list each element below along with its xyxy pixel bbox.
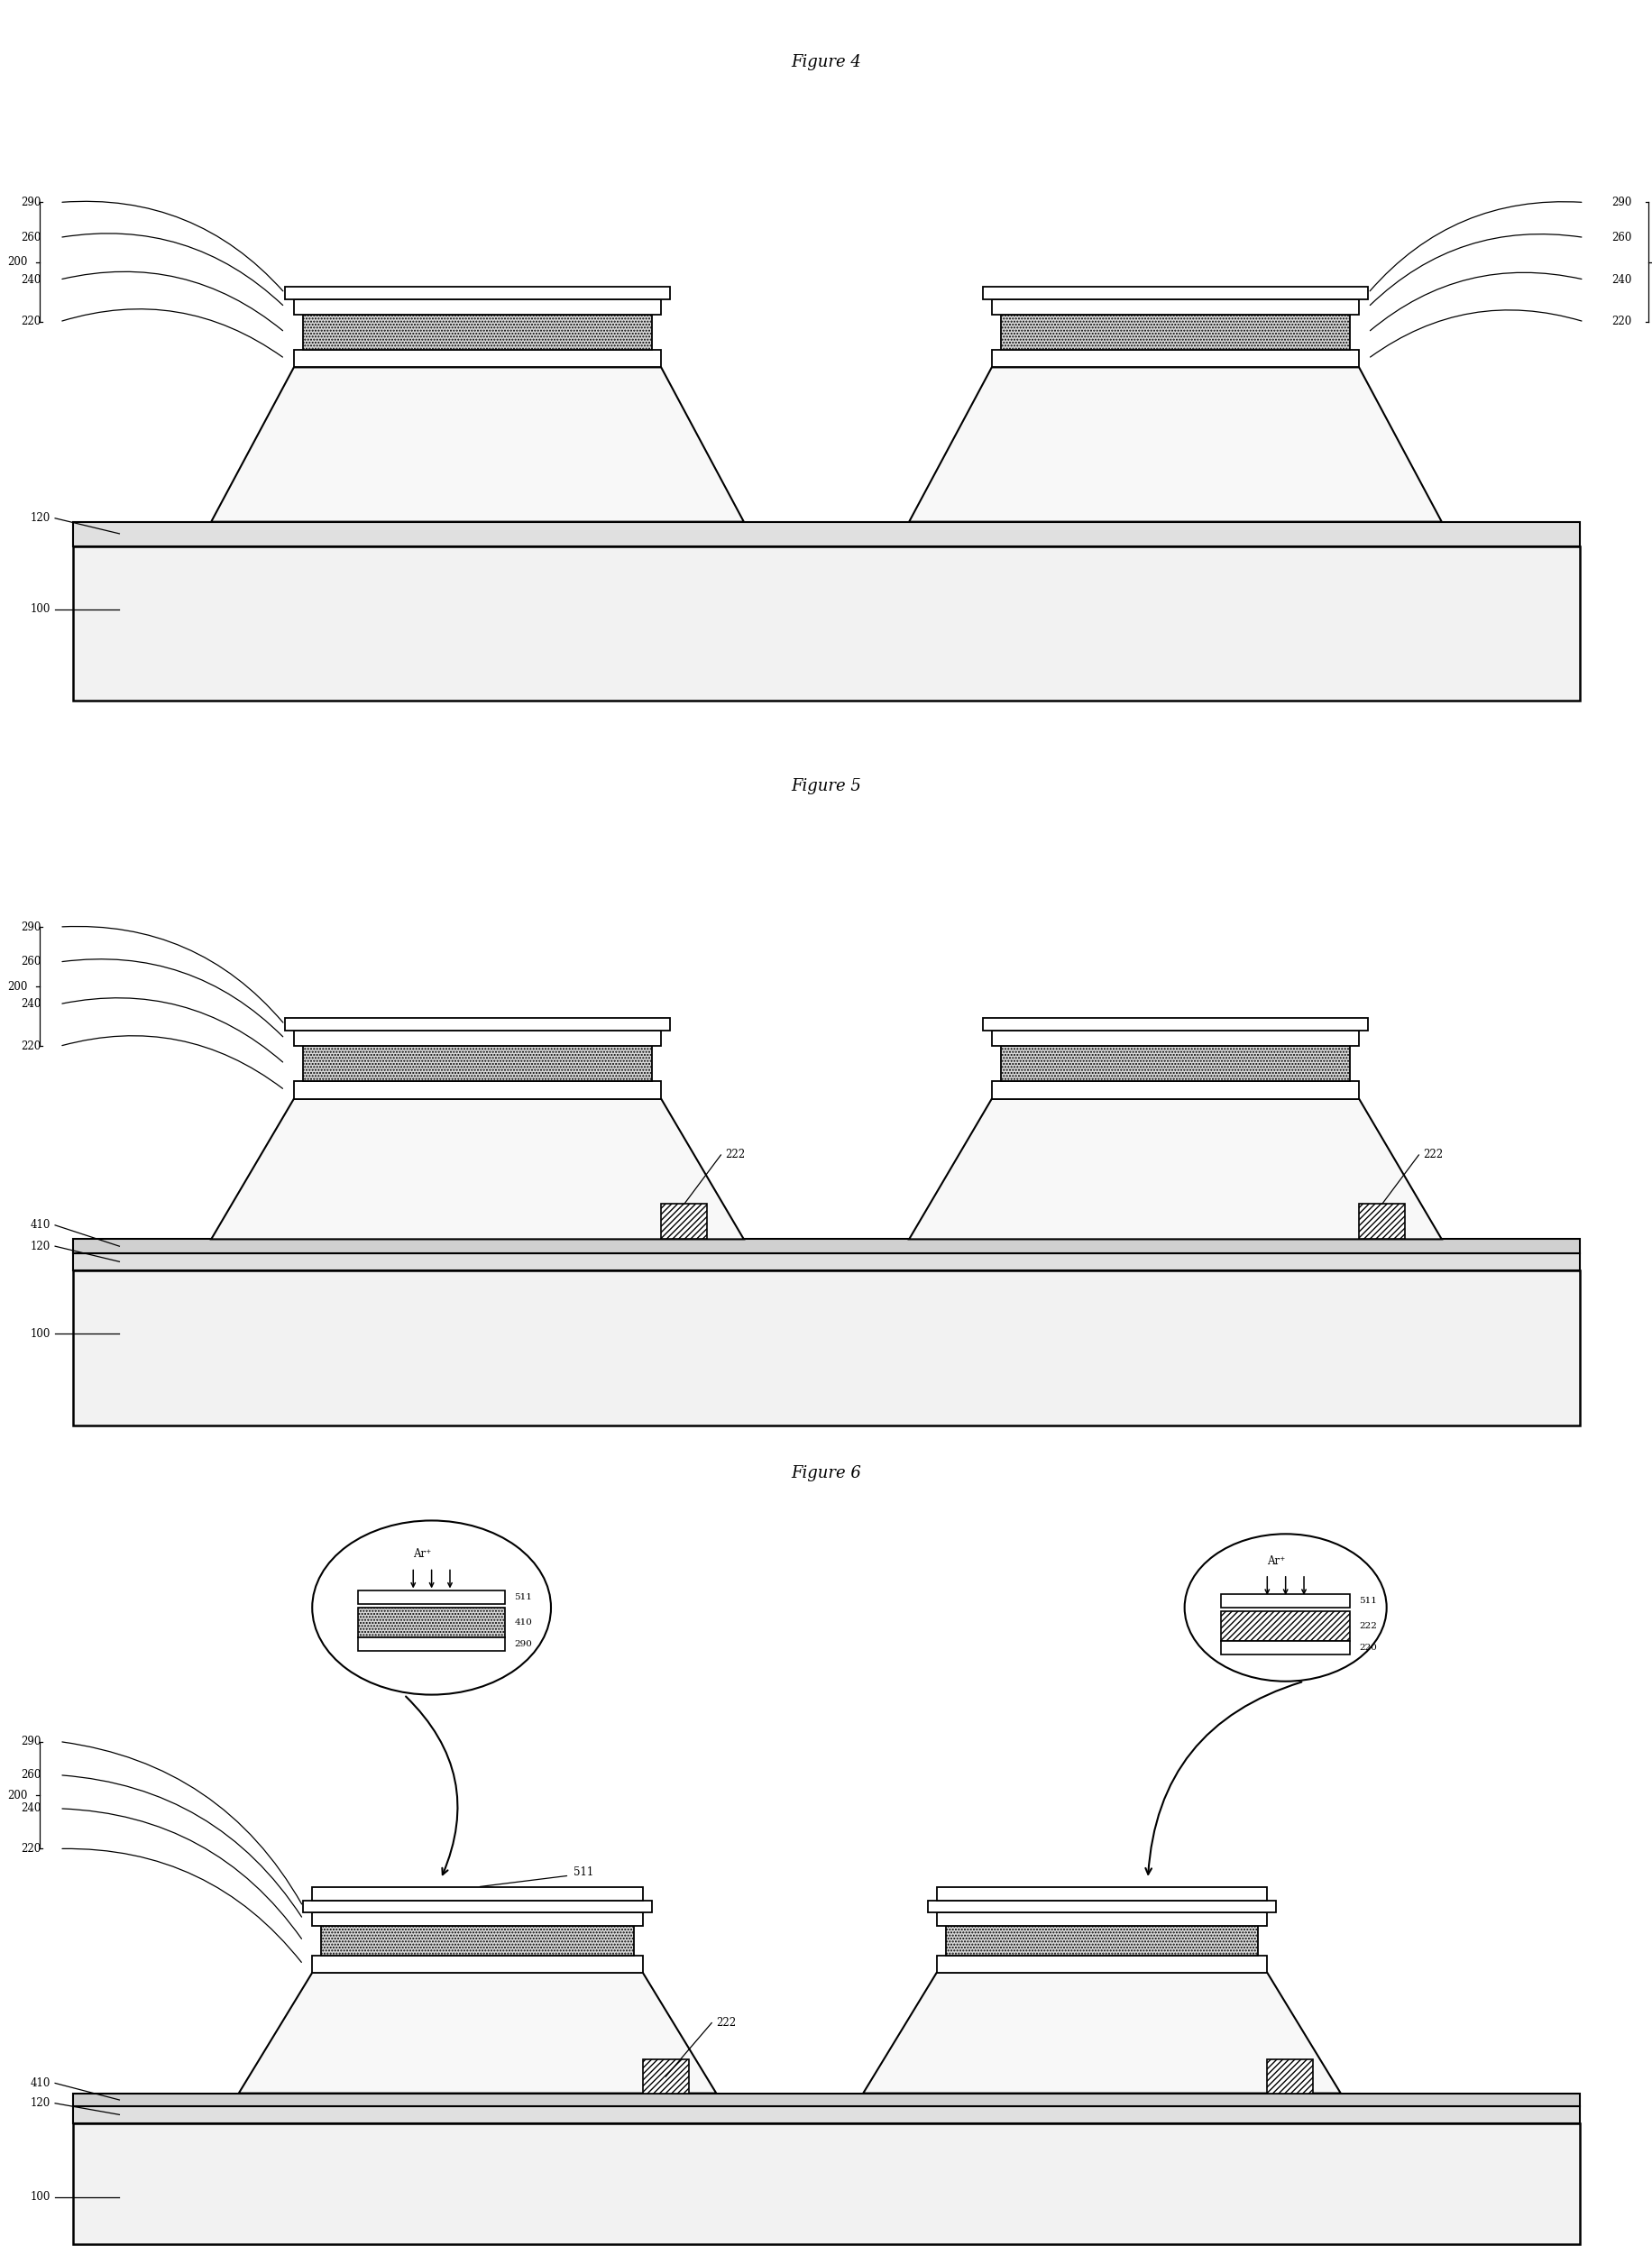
Bar — [73, 2124, 1579, 2244]
Text: 511: 511 — [573, 1866, 593, 1879]
Polygon shape — [862, 1972, 1340, 2094]
Text: Ar⁺: Ar⁺ — [413, 1549, 431, 1560]
Text: 220: 220 — [21, 1041, 41, 1053]
Bar — [358, 1592, 506, 1605]
Text: 240: 240 — [21, 998, 41, 1010]
Text: Figure 4: Figure 4 — [791, 54, 861, 70]
Bar — [661, 1204, 707, 1238]
Bar — [1221, 1594, 1350, 1607]
Text: 511: 511 — [514, 1594, 532, 1601]
Bar — [73, 546, 1579, 702]
Bar — [1001, 1046, 1350, 1082]
Bar — [302, 315, 651, 349]
Text: 222: 222 — [1358, 1623, 1376, 1630]
Text: Ar⁺: Ar⁺ — [1267, 1555, 1285, 1567]
Text: 260: 260 — [21, 1768, 41, 1782]
Text: 120: 120 — [30, 2096, 51, 2110]
Bar — [1358, 1204, 1404, 1238]
Text: 410: 410 — [30, 2078, 51, 2090]
Text: 240: 240 — [21, 1802, 41, 1813]
Bar — [302, 1046, 651, 1082]
Text: 260: 260 — [21, 955, 41, 967]
Bar — [284, 288, 671, 299]
Text: 290: 290 — [21, 921, 41, 933]
Text: 222: 222 — [1422, 1150, 1442, 1161]
Text: Figure 6: Figure 6 — [791, 1465, 861, 1483]
Text: 290: 290 — [21, 197, 41, 208]
Bar — [358, 1607, 506, 1637]
Bar — [991, 1082, 1358, 1098]
Text: 290: 290 — [21, 1736, 41, 1748]
Polygon shape — [211, 367, 743, 521]
Text: 200: 200 — [7, 1789, 28, 1802]
Polygon shape — [238, 1972, 715, 2094]
Polygon shape — [909, 367, 1441, 521]
Bar — [1221, 1612, 1350, 1641]
Text: 260: 260 — [21, 231, 41, 242]
Bar — [927, 1899, 1275, 1913]
Bar — [1267, 2060, 1312, 2094]
Text: 220: 220 — [1358, 1644, 1376, 1653]
Text: 200: 200 — [7, 256, 28, 267]
Text: 100: 100 — [30, 1329, 51, 1340]
Text: 220: 220 — [21, 1843, 41, 1854]
Text: Figure 5: Figure 5 — [791, 779, 861, 795]
Bar — [294, 299, 661, 315]
Text: 100: 100 — [30, 604, 51, 616]
Bar — [981, 288, 1368, 299]
Text: 240: 240 — [21, 274, 41, 285]
Bar — [73, 2106, 1579, 2124]
Bar — [312, 1913, 643, 1927]
Bar — [1221, 1641, 1350, 1655]
Bar — [358, 1637, 506, 1650]
Bar — [643, 2060, 689, 2094]
Bar — [73, 1270, 1579, 1426]
Text: 100: 100 — [30, 2192, 51, 2203]
Text: 410: 410 — [514, 1619, 532, 1626]
Bar — [294, 349, 661, 367]
Bar — [73, 521, 1579, 546]
Polygon shape — [909, 1098, 1441, 1238]
Bar — [937, 1956, 1267, 1972]
Bar — [312, 1886, 643, 1899]
Polygon shape — [211, 1098, 743, 1238]
Text: 290: 290 — [1611, 197, 1631, 208]
Bar — [991, 349, 1358, 367]
Bar — [312, 1956, 643, 1972]
Bar — [991, 299, 1358, 315]
Text: 220: 220 — [21, 317, 41, 328]
Text: 222: 222 — [725, 1150, 745, 1161]
Text: 120: 120 — [30, 512, 51, 523]
Text: 511: 511 — [1358, 1596, 1376, 1605]
Bar — [302, 1899, 651, 1913]
Bar — [294, 1030, 661, 1046]
Text: 200: 200 — [7, 980, 28, 992]
Bar — [284, 1019, 671, 1030]
Text: 410: 410 — [30, 1220, 51, 1232]
Bar — [981, 1019, 1368, 1030]
Bar — [937, 1913, 1267, 1927]
Text: 260: 260 — [1611, 231, 1631, 242]
Text: 220: 220 — [1611, 317, 1631, 328]
Text: 290: 290 — [514, 1641, 532, 1648]
Bar — [73, 1238, 1579, 1254]
Bar — [73, 2094, 1579, 2106]
Bar — [294, 1082, 661, 1098]
Bar — [991, 1030, 1358, 1046]
Text: 120: 120 — [30, 1241, 51, 1252]
Text: 240: 240 — [1611, 274, 1631, 285]
Bar — [73, 1254, 1579, 1270]
Bar — [320, 1927, 633, 1956]
Text: 222: 222 — [715, 2017, 735, 2029]
Bar — [945, 1927, 1257, 1956]
Bar — [1001, 315, 1350, 349]
Bar — [937, 1886, 1267, 1899]
